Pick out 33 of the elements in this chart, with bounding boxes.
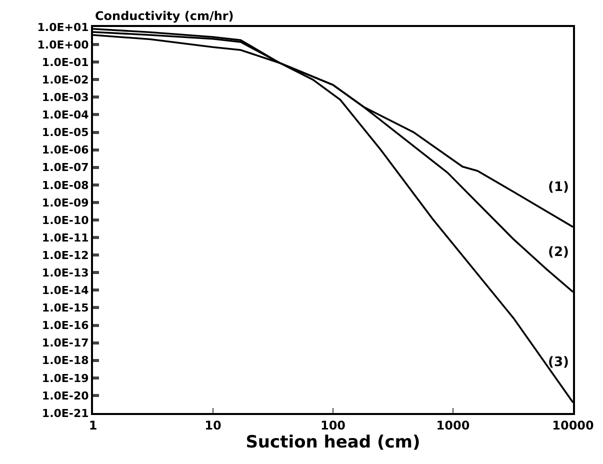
y-tick-label: 1.0E-03 <box>42 91 89 104</box>
y-tick-label: 1.0E-07 <box>42 161 89 174</box>
y-tick-label: 1.0E-01 <box>42 56 89 69</box>
series-label: (1) <box>548 180 569 195</box>
x-axis-title: Suction head (cm) <box>246 432 420 452</box>
y-tick-label: 1.0E-05 <box>42 126 89 140</box>
y-tick-label: 1.0E-14 <box>42 284 90 298</box>
x-tick-label: 10 <box>204 418 222 432</box>
y-tick-label: 1.0E-09 <box>42 196 89 210</box>
series-label: (3) <box>548 355 569 370</box>
y-tick-label: 1.0E-18 <box>42 354 89 368</box>
y-tick-label: 1.0E-08 <box>42 178 89 192</box>
y-tick-label: 1.0E-11 <box>42 231 89 244</box>
y-tick-label: 1.0E-02 <box>42 73 89 86</box>
x-tick-label: 100 <box>320 418 346 432</box>
y-tick-label: 1.0E-19 <box>42 372 89 385</box>
y-tick-label: 1.0E+00 <box>37 38 90 52</box>
x-tick-label: 10000 <box>552 418 594 432</box>
y-tick-label: 1.0E-06 <box>42 144 90 157</box>
y-tick-label: 1.0E-04 <box>42 108 90 122</box>
y-tick-label: 1.0E-13 <box>42 266 89 280</box>
y-tick-label: 1.0E-16 <box>42 319 90 332</box>
y-tick-label: 1.0E-12 <box>42 248 89 262</box>
y-tick-label: 1.0E-17 <box>42 336 89 350</box>
series-label: (2) <box>548 245 569 260</box>
y-tick-label: 1.0E-15 <box>42 302 89 315</box>
x-tick-label: 1000 <box>436 418 470 432</box>
y-tick-label: 1.0E-20 <box>42 389 90 402</box>
y-tick-label: 1.0E+01 <box>37 20 89 34</box>
y-axis-title: Conductivity (cm/hr) <box>95 9 234 23</box>
y-tick-label: 1.0E-21 <box>42 406 89 420</box>
y-tick-label: 1.0E-10 <box>42 214 90 227</box>
x-tick-label: 1 <box>88 418 98 432</box>
